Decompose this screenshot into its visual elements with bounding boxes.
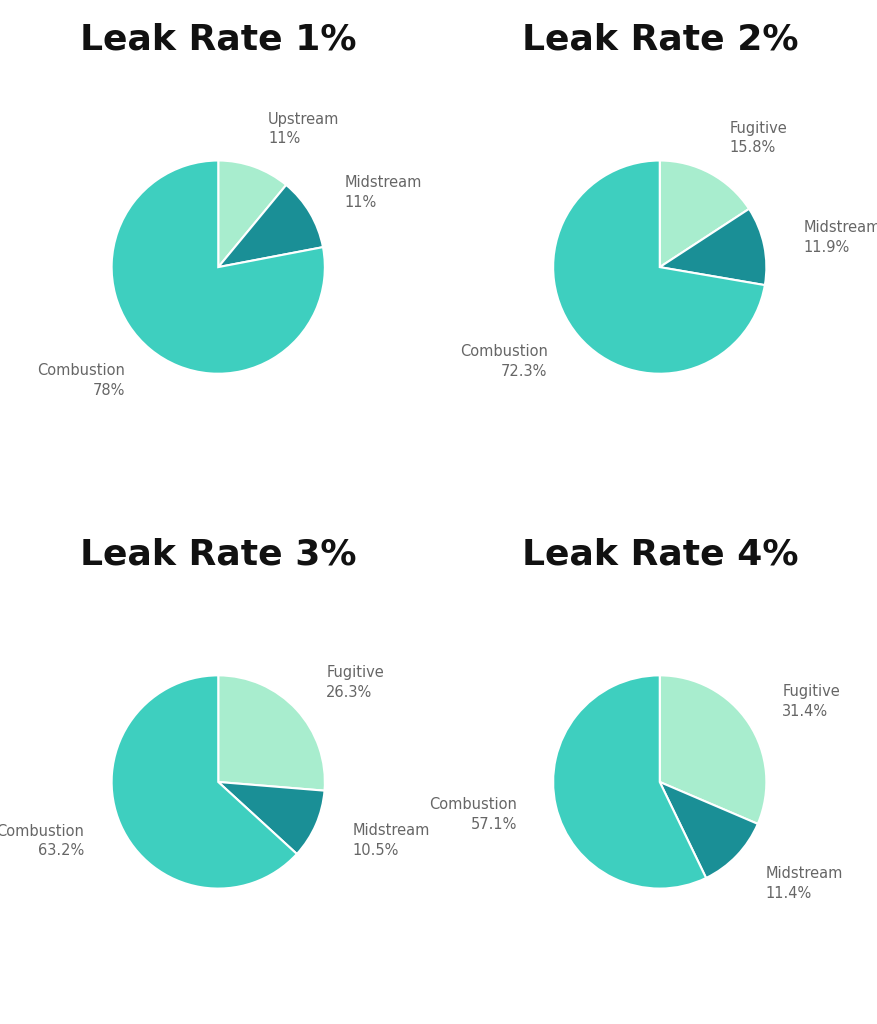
Wedge shape xyxy=(218,161,286,267)
Wedge shape xyxy=(111,676,296,889)
Text: Midstream
11%: Midstream 11% xyxy=(344,175,422,210)
Wedge shape xyxy=(111,161,324,374)
Wedge shape xyxy=(218,782,324,854)
Wedge shape xyxy=(218,676,324,791)
Wedge shape xyxy=(218,185,323,267)
Text: Fugitive
26.3%: Fugitive 26.3% xyxy=(325,666,383,700)
Wedge shape xyxy=(659,161,748,267)
Text: Midstream
11.9%: Midstream 11.9% xyxy=(802,220,877,255)
Title: Leak Rate 4%: Leak Rate 4% xyxy=(521,538,797,571)
Text: Combustion
63.2%: Combustion 63.2% xyxy=(0,823,84,858)
Wedge shape xyxy=(659,676,766,824)
Wedge shape xyxy=(659,782,757,878)
Text: Midstream
10.5%: Midstream 10.5% xyxy=(353,823,430,858)
Title: Leak Rate 3%: Leak Rate 3% xyxy=(80,538,356,571)
Wedge shape xyxy=(659,209,766,285)
Wedge shape xyxy=(553,676,705,889)
Text: Combustion
72.3%: Combustion 72.3% xyxy=(460,344,547,379)
Text: Midstream
11.4%: Midstream 11.4% xyxy=(765,866,842,901)
Wedge shape xyxy=(553,161,764,374)
Title: Leak Rate 1%: Leak Rate 1% xyxy=(80,23,356,56)
Title: Leak Rate 2%: Leak Rate 2% xyxy=(521,23,797,56)
Text: Upstream
11%: Upstream 11% xyxy=(267,112,339,146)
Text: Combustion
57.1%: Combustion 57.1% xyxy=(428,798,516,833)
Text: Fugitive
15.8%: Fugitive 15.8% xyxy=(729,121,787,156)
Text: Fugitive
31.4%: Fugitive 31.4% xyxy=(781,684,839,719)
Text: Combustion
78%: Combustion 78% xyxy=(37,362,125,397)
